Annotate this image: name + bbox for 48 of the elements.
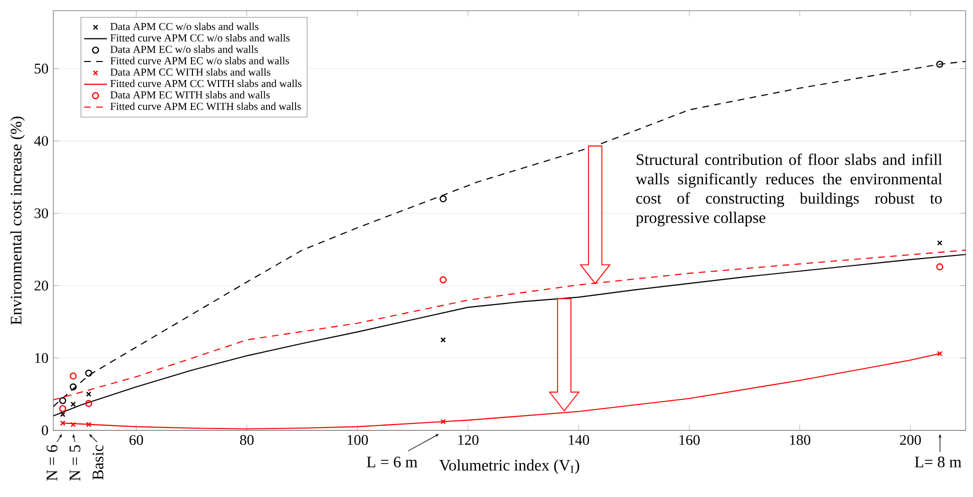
legend-label: Data APM EC w/o slabs and walls	[110, 45, 258, 53]
legend-label: Data APM CC w/o slabs and walls	[110, 22, 258, 30]
point	[440, 276, 447, 284]
legend-label: Fitted curve APM CC w/o slabs and walls	[110, 34, 290, 42]
text: N = 5	[70, 445, 80, 481]
y-tick-label: 30	[34, 208, 48, 218]
point	[936, 60, 944, 68]
y-tick-label: 20	[34, 280, 48, 291]
point	[70, 372, 77, 380]
point	[440, 418, 446, 424]
x-tick-label: 80	[240, 435, 254, 445]
point	[70, 402, 76, 407]
x-tick-label: 140	[568, 435, 590, 445]
x-tick-label: 200	[900, 435, 921, 445]
legend-label: Fitted curve APM EC WITH slabs and walls	[110, 102, 301, 110]
point	[85, 400, 92, 408]
x-tick-label: 120	[458, 435, 478, 445]
x-axis-title: Volumetric index (V$_{I}$)	[439, 459, 580, 474]
y-tick-label: 10	[35, 353, 48, 363]
point	[440, 195, 447, 202]
point	[59, 397, 66, 404]
x-tick-label: 60	[130, 435, 144, 445]
y-axis-title: Environmental cost increase (%)	[10, 116, 25, 325]
legend-label: Data APM CC WITH slabs and walls	[110, 68, 270, 76]
x-tick-label: 160	[680, 435, 700, 445]
point	[59, 405, 66, 412]
point	[440, 337, 446, 343]
legend-label: Fitted curve APM EC w/o slabs and walls	[110, 56, 289, 64]
x-tick-label: 180	[790, 435, 810, 445]
text: N = 6	[46, 445, 58, 481]
x-tick-label: 100	[348, 435, 368, 445]
y-tick-label: 40	[34, 136, 48, 146]
point	[86, 391, 92, 397]
text: L = 6 m	[366, 456, 418, 468]
text: L= 8 m	[914, 456, 962, 468]
point	[70, 422, 76, 428]
point	[70, 383, 77, 390]
point	[937, 240, 942, 246]
point	[85, 370, 92, 377]
point	[936, 263, 944, 270]
text: Basic	[92, 445, 104, 480]
y-tick-label: 50	[34, 64, 48, 74]
point	[60, 412, 66, 418]
annotation: Structural contribution of floor slabs and infill walls significantly reduces the environmental cost of constructing buildings robust to progressive collapse	[636, 154, 942, 226]
legend-label: Data APM EC WITH slabs and walls	[110, 91, 270, 99]
point	[86, 422, 92, 428]
y-tick-label: 0	[42, 425, 48, 436]
legend-label: Fitted curve APM CC WITH slabs and walls	[110, 80, 302, 88]
